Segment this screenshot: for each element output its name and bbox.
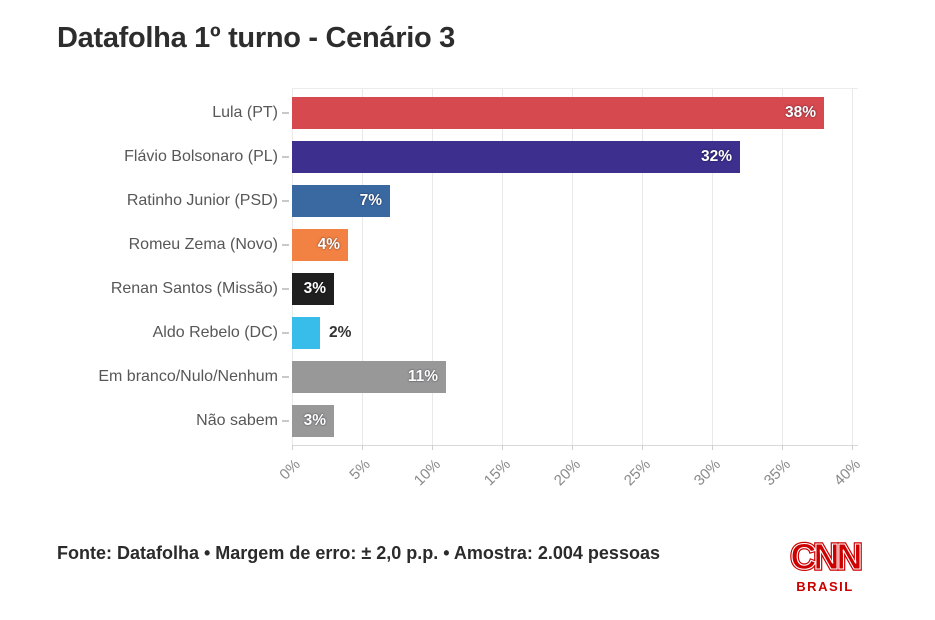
x-tick-label: 10%: [410, 456, 445, 490]
bar-track: 32%: [292, 141, 858, 173]
value-label: 7%: [359, 192, 382, 209]
x-tick-mark: [362, 445, 363, 450]
y-tick-mark: [282, 288, 289, 290]
category-label: Em branco/Nulo/Nenhum: [98, 368, 278, 385]
bar-track: 3%: [292, 405, 858, 437]
x-tick-mark: [432, 445, 433, 450]
x-tick-label: 0%: [276, 456, 305, 484]
bar-rows: Lula (PT) 38% Flávio Bolsonaro (PL) 32% Rati…: [57, 88, 867, 443]
x-tick-mark: [292, 445, 293, 450]
cnn-logo-subtext: BRASIL: [796, 579, 854, 594]
bar-row: Ratinho Junior (PSD) 7%: [57, 179, 867, 223]
x-tick-label: 30%: [690, 456, 725, 490]
bar: 32%: [292, 141, 740, 173]
bar-row: Lula (PT) 38%: [57, 91, 867, 135]
bar-track: 3%: [292, 273, 858, 305]
category-label: Flávio Bolsonaro (PL): [124, 148, 278, 165]
x-axis: 0% 5% 10% 15% 20% 25% 30% 35% 40%: [277, 444, 864, 516]
bar: 7%: [292, 185, 390, 217]
x-tick-mark: [572, 445, 573, 450]
cnn-logo-icon: CNN CNN: [789, 534, 865, 579]
gridline: [642, 89, 643, 445]
bar-track: 11%: [292, 361, 858, 393]
x-tick-mark: [782, 445, 783, 450]
category-label: Não sabem: [196, 412, 278, 429]
category-label: Ratinho Junior (PSD): [126, 192, 278, 209]
gridline: [502, 89, 503, 445]
x-tick-mark: [712, 445, 713, 450]
x-tick-label: 35%: [760, 456, 795, 490]
x-tick-label: 25%: [620, 456, 655, 490]
bar-row: Aldo Rebelo (DC) 2%: [57, 311, 867, 355]
x-tick-label: 40%: [830, 456, 865, 490]
x-tick-mark: [852, 445, 853, 450]
bar: 38%: [292, 97, 824, 129]
bar: 3%: [292, 405, 334, 437]
y-tick-mark: [282, 376, 289, 378]
bar-track: 4%: [292, 229, 858, 261]
category-label: Aldo Rebelo (DC): [152, 324, 278, 341]
bar-row: Renan Santos (Missão) 3%: [57, 267, 867, 311]
bar-track: 7%: [292, 185, 858, 217]
bar: 3%: [292, 273, 334, 305]
source-note: Fonte: Datafolha • Margem de erro: ± 2,0…: [57, 543, 660, 563]
value-label: 32%: [700, 148, 732, 165]
bar-chart: Lula (PT) 38% Flávio Bolsonaro (PL) 32% Rati…: [57, 88, 867, 489]
value-label: 2%: [329, 324, 352, 341]
y-tick-mark: [282, 244, 289, 246]
gridline: [712, 89, 713, 445]
x-tick-mark: [642, 445, 643, 450]
gridline: [782, 89, 783, 445]
x-tick-label: 20%: [550, 456, 585, 490]
value-label: 4%: [317, 236, 340, 253]
gridline: [432, 89, 433, 445]
y-tick-mark: [282, 112, 289, 114]
bar: 4%: [292, 229, 348, 261]
x-tick-label: 15%: [480, 456, 515, 490]
bar-row: Romeu Zema (Novo) 4%: [57, 223, 867, 267]
cnn-logo-inline: CNN: [791, 537, 861, 577]
bar-row: Em branco/Nulo/Nenhum 11%: [57, 355, 867, 399]
y-tick-mark: [282, 200, 289, 202]
plot-area: [292, 88, 858, 446]
bar-track: 38%: [292, 97, 858, 129]
gridline: [572, 89, 573, 445]
y-tick-mark: [282, 420, 289, 422]
x-tick-label: 5%: [346, 456, 375, 484]
category-label: Renan Santos (Missão): [110, 280, 278, 297]
category-label: Lula (PT): [212, 104, 278, 121]
bar-track: 2%: [292, 317, 858, 349]
bar: 11%: [292, 361, 446, 393]
x-tick-mark: [502, 445, 503, 450]
value-label: 3%: [303, 412, 326, 429]
chart-title: Datafolha 1º turno - Cenário 3: [57, 22, 455, 54]
y-tick-mark: [282, 156, 289, 158]
bar: [292, 317, 320, 349]
y-tick-mark: [282, 332, 289, 334]
cnn-brasil-logo: CNN CNN BRASIL: [784, 534, 866, 594]
value-label: 11%: [407, 368, 438, 385]
bar-row: Não sabem 3%: [57, 399, 867, 443]
category-label: Romeu Zema (Novo): [128, 236, 278, 253]
gridline: [852, 89, 853, 445]
bar-row: Flávio Bolsonaro (PL) 32%: [57, 135, 867, 179]
gridline: [292, 89, 293, 445]
gridline: [362, 89, 363, 445]
value-label: 3%: [303, 280, 326, 297]
value-label: 38%: [784, 104, 816, 121]
cnn-logo-text: CNN: [791, 537, 861, 577]
